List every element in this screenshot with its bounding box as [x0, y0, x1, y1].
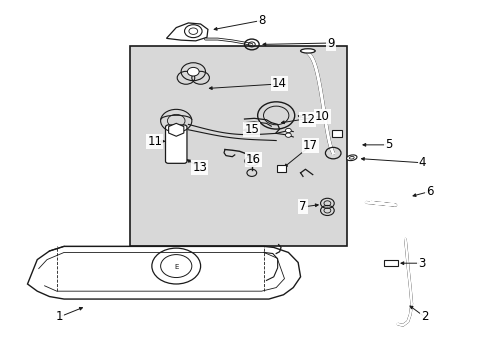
Text: 16: 16	[245, 153, 260, 166]
Ellipse shape	[349, 157, 353, 159]
Text: 8: 8	[257, 14, 264, 27]
Text: 5: 5	[384, 138, 391, 151]
Text: 3: 3	[417, 257, 425, 270]
Text: 10: 10	[314, 110, 329, 123]
Circle shape	[285, 133, 291, 137]
FancyBboxPatch shape	[331, 130, 341, 137]
Text: 17: 17	[302, 139, 317, 152]
Text: 14: 14	[271, 77, 286, 90]
Text: 13: 13	[192, 161, 206, 174]
Text: E: E	[174, 264, 178, 270]
FancyBboxPatch shape	[165, 125, 186, 163]
Text: 7: 7	[299, 201, 306, 213]
Polygon shape	[168, 123, 183, 136]
Text: 12: 12	[300, 113, 315, 126]
Text: 2: 2	[420, 310, 428, 324]
Ellipse shape	[300, 49, 315, 53]
Ellipse shape	[346, 155, 356, 161]
Text: 15: 15	[244, 123, 259, 136]
FancyBboxPatch shape	[276, 165, 286, 172]
Circle shape	[285, 129, 291, 133]
Text: 11: 11	[147, 135, 162, 148]
Polygon shape	[27, 246, 300, 299]
Bar	[130, 45, 346, 246]
Circle shape	[187, 67, 199, 76]
Text: 6: 6	[425, 185, 433, 198]
Polygon shape	[166, 23, 207, 41]
FancyBboxPatch shape	[384, 260, 397, 266]
Text: 1: 1	[55, 310, 63, 324]
Text: 4: 4	[418, 156, 426, 169]
Text: 9: 9	[327, 36, 334, 50]
